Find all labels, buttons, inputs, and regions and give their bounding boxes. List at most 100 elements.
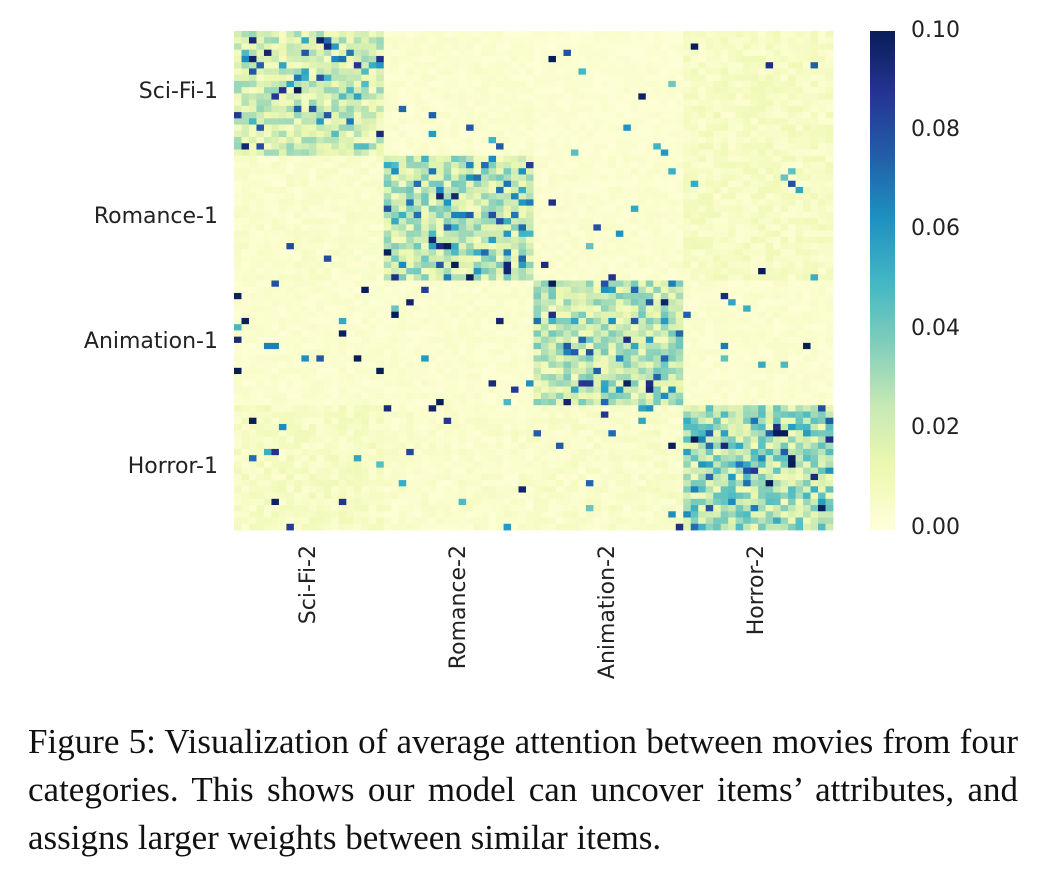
heatmap-cell [518, 280, 527, 288]
heatmap-cell [570, 274, 579, 281]
heatmap-cell [428, 124, 437, 132]
heatmap-cell [383, 218, 392, 225]
heatmap-cell [533, 342, 542, 350]
heatmap-cell [675, 186, 684, 194]
heatmap-cell [585, 361, 594, 369]
heatmap-cell [391, 336, 400, 344]
heatmap-cell [720, 405, 729, 412]
heatmap-cell [308, 324, 317, 331]
heatmap-cell [413, 186, 422, 194]
heatmap-cell [376, 68, 385, 76]
heatmap-cell [555, 336, 564, 344]
heatmap-cell [293, 186, 302, 194]
heatmap-cell [286, 286, 295, 294]
heatmap-cell [608, 137, 617, 144]
heatmap-cell [630, 224, 639, 231]
heatmap-cell [518, 37, 527, 44]
heatmap-cell [533, 399, 542, 406]
heatmap-cell [788, 311, 796, 319]
heatmap-cell [361, 367, 370, 375]
heatmap-cell [780, 342, 789, 350]
heatmap-cell [705, 218, 714, 225]
heatmap-cell [451, 62, 460, 69]
heatmap-cell [765, 236, 774, 244]
heatmap-cell [645, 168, 654, 175]
heatmap-cell [713, 74, 722, 82]
heatmap-cell [451, 311, 460, 319]
heatmap-cell [705, 130, 714, 138]
heatmap-cell [323, 31, 332, 38]
heatmap-cell [466, 392, 474, 400]
heatmap-cell [540, 149, 549, 157]
heatmap-cell [278, 49, 287, 57]
heatmap-cell [383, 286, 392, 294]
heatmap-cell [331, 137, 340, 144]
heatmap-cell [638, 305, 647, 313]
heatmap-cell [593, 336, 602, 344]
heatmap-cell [503, 199, 512, 207]
heatmap-cell [728, 174, 737, 182]
heatmap-cell [383, 299, 392, 306]
heatmap-cell [675, 330, 684, 338]
heatmap-cell [795, 137, 804, 144]
heatmap-cell [578, 230, 587, 238]
heatmap-cell [496, 342, 504, 350]
heatmap-cell [563, 324, 572, 331]
heatmap-cell [683, 392, 692, 400]
heatmap-cell [278, 268, 287, 275]
heatmap-cell [286, 249, 295, 256]
heatmap-cell [263, 155, 272, 163]
heatmap-cell [728, 74, 737, 82]
heatmap-cell [451, 411, 460, 419]
heatmap-cell [578, 31, 587, 38]
heatmap-cell [720, 361, 729, 369]
heatmap-cell [383, 386, 392, 394]
heatmap-cell [458, 49, 467, 57]
heatmap-cell [548, 311, 557, 319]
heatmap-cell [451, 130, 460, 138]
heatmap-cell [803, 99, 811, 107]
heatmap-cell [668, 305, 677, 313]
heatmap-cell [338, 43, 347, 51]
heatmap-cell [308, 386, 317, 394]
heatmap-cell [675, 149, 684, 157]
heatmap-cell [638, 324, 647, 331]
heatmap-cell [413, 311, 422, 319]
heatmap-cell [248, 386, 257, 394]
heatmap-cell [241, 80, 250, 88]
heatmap-cell [758, 49, 767, 57]
heatmap-cell [518, 342, 527, 350]
heatmap-cell [413, 124, 422, 132]
heatmap-cell [660, 205, 669, 213]
heatmap-cell [780, 311, 789, 319]
heatmap-cell [563, 199, 572, 207]
heatmap-cell [496, 68, 504, 76]
heatmap-cell [323, 112, 332, 119]
heatmap-cell [758, 274, 767, 281]
heatmap-cell [675, 342, 684, 350]
heatmap-cell [690, 292, 699, 300]
heatmap-cell [346, 236, 355, 244]
heatmap-cell [361, 342, 370, 350]
heatmap-cell [548, 292, 557, 300]
heatmap-cell [443, 180, 452, 188]
heatmap-cell [511, 55, 519, 63]
heatmap-cell [803, 411, 811, 419]
heatmap-cell [615, 230, 624, 238]
heatmap-cell [301, 349, 310, 356]
heatmap-cell [630, 399, 639, 406]
heatmap-cell [466, 361, 474, 369]
heatmap-cell [795, 118, 804, 125]
heatmap-cell [720, 43, 729, 51]
heatmap-cell [630, 236, 639, 244]
heatmap-cell [406, 292, 415, 300]
heatmap-cell [758, 249, 767, 256]
heatmap-cell [376, 342, 385, 350]
heatmap-cell [548, 143, 557, 150]
heatmap-cell [818, 68, 826, 76]
heatmap-cell [630, 355, 639, 362]
heatmap-cell [286, 305, 295, 313]
heatmap-cell [705, 68, 714, 76]
heatmap-cell [323, 417, 332, 425]
heatmap-cell [638, 336, 647, 344]
